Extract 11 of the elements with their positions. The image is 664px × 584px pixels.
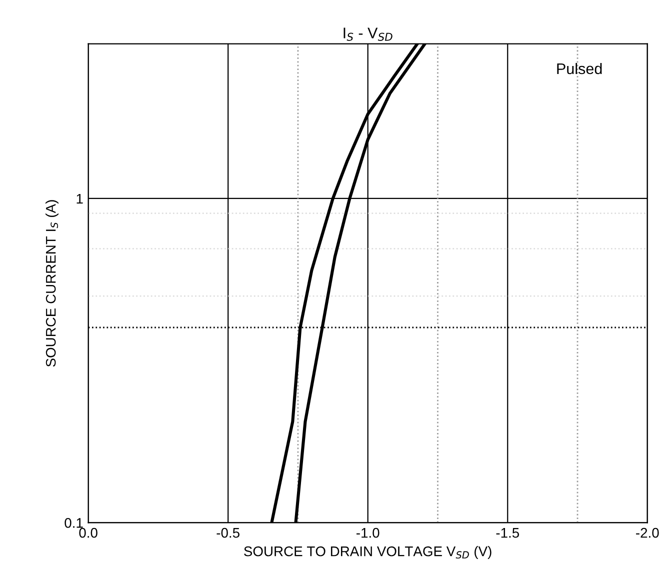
annotation: Pulsed: [557, 62, 602, 74]
y-tick-label: 0.1: [64, 518, 83, 528]
x-tick-label: -0.5: [216, 528, 240, 538]
x-tick-label: 0.0: [79, 528, 98, 538]
y-tick-label: 1: [76, 194, 83, 204]
x-axis-title: SOURCE TO DRAIN VOLTAGE V$_{SD}$ (V): [244, 546, 492, 559]
chart-title: I$_{S}$ - V$_{SD}$: [344, 28, 392, 41]
x-tick-label: -2.0: [636, 528, 659, 538]
x-tick-label: -1.0: [356, 528, 380, 538]
x-tick-label: -1.5: [496, 528, 520, 538]
y-axis-title: SOURCE CURRENT I$_{S}$ (A): [46, 200, 58, 367]
